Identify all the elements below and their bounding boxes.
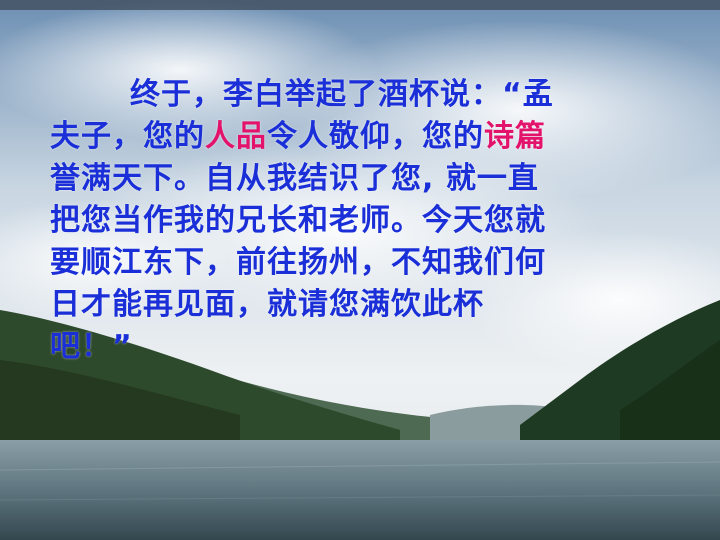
highlight-poems: 诗篇: [484, 119, 546, 154]
passage-line-1: 终于，李白举起了酒杯说：“孟: [130, 77, 554, 112]
passage-line-5: 要顺江东下，前往扬州，不知我们何: [50, 245, 546, 280]
passage-text: 终于，李白举起了酒杯说：“孟 夫子，您的人品令人敬仰，您的诗篇 誉满天下。自从我…: [50, 74, 650, 368]
passage-line-4: 把您当作我的兄长和老师。今天您就: [50, 203, 546, 238]
passage-line-2: 夫子，您的人品令人敬仰，您的诗篇: [50, 116, 650, 158]
passage-line-7: 吧！”: [50, 329, 133, 364]
passage-line-6: 日才能再见面，就请您满饮此杯: [50, 287, 484, 322]
passage-line-3: 誉满天下。自从我结识了您, 就一直: [50, 161, 539, 196]
highlight-character: 人品: [205, 119, 267, 154]
passage-line-2-start: 夫子，您的: [50, 119, 205, 154]
passage-line-2-middle: 令人敬仰，您的: [267, 119, 484, 154]
